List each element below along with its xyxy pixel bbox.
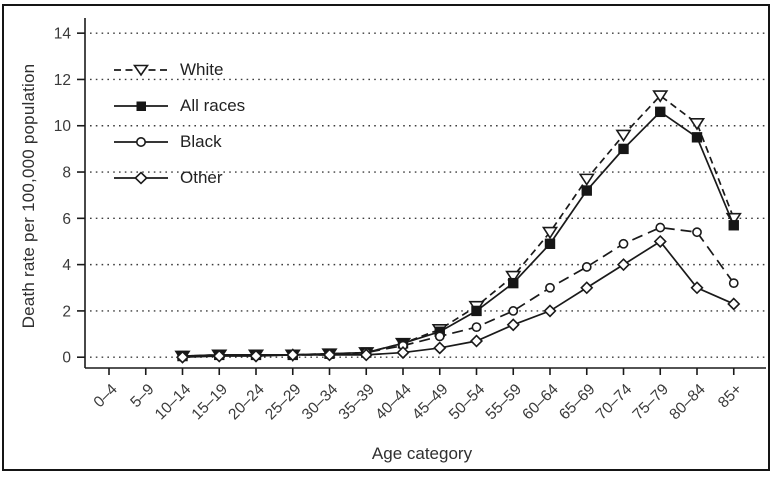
series-all-races-marker xyxy=(618,143,629,155)
series-black-marker xyxy=(655,222,666,233)
series-white-marker xyxy=(615,129,632,143)
y-tick-label: 2 xyxy=(62,303,71,320)
x-tick-label: 50–54 xyxy=(446,381,489,424)
series-black-marker xyxy=(728,278,739,289)
series-other-marker xyxy=(690,281,704,295)
x-tick-label: 15–19 xyxy=(189,381,232,424)
series-black-marker xyxy=(471,322,482,333)
y-tick-label: 14 xyxy=(54,26,72,43)
other-series-sample-icon xyxy=(114,171,168,185)
y-tick-label: 4 xyxy=(62,257,71,274)
series-other-marker xyxy=(506,318,520,332)
legend-label-other: Other xyxy=(180,168,223,187)
x-tick-label: 70–74 xyxy=(593,381,636,424)
series-white-marker xyxy=(688,118,706,131)
x-tick-label: 60–64 xyxy=(519,381,562,424)
x-tick-label: 0–4 xyxy=(91,381,122,412)
x-tick-label: 75–79 xyxy=(630,381,673,424)
y-tick-label: 10 xyxy=(54,118,72,135)
series-black-marker xyxy=(434,331,445,342)
series-all-races-marker xyxy=(655,106,666,118)
series-other-marker xyxy=(727,297,741,311)
series-line-white xyxy=(182,94,735,357)
black-series-sample-icon xyxy=(114,137,168,147)
x-tick-label: 45–49 xyxy=(409,381,452,424)
legend-item-all-races: All races xyxy=(112,88,245,124)
x-tick-label: 20–24 xyxy=(225,381,268,424)
x-tick-label: 55–59 xyxy=(483,381,526,424)
series-other-marker xyxy=(469,334,484,348)
series-other-marker xyxy=(212,349,226,363)
figure-frame xyxy=(2,4,770,471)
x-tick-label: 30–34 xyxy=(299,381,342,424)
series-other-marker xyxy=(249,349,263,363)
series-all-races-marker xyxy=(581,185,592,196)
series-other-marker xyxy=(322,348,337,362)
series-all-races-marker xyxy=(471,305,482,317)
series-other-marker xyxy=(580,281,594,295)
legend-label-black: Black xyxy=(180,132,222,151)
series-all-races-marker xyxy=(508,277,519,289)
series-black-marker xyxy=(618,238,629,249)
series-line-other xyxy=(182,240,735,359)
legend-item-black: Black xyxy=(112,124,245,160)
series-line-all-races xyxy=(182,110,735,357)
x-tick-label: 85+ xyxy=(715,381,746,412)
series-other-marker xyxy=(543,304,557,318)
series-other-marker xyxy=(359,348,373,362)
series-all-races-marker xyxy=(691,132,703,143)
series-white-marker xyxy=(541,226,559,240)
series-black-marker xyxy=(692,227,702,238)
series-white-marker xyxy=(652,90,669,103)
series-other-marker xyxy=(175,350,190,364)
x-tick-label: 65–69 xyxy=(556,381,599,424)
x-tick-label: 40–44 xyxy=(372,381,415,424)
x-axis-title: Age category xyxy=(371,444,473,463)
series-other-marker xyxy=(653,234,667,249)
y-tick-label: 8 xyxy=(62,165,71,182)
circle-marker-icon xyxy=(135,137,146,147)
series-black-marker xyxy=(508,306,519,316)
white-series-sample-icon xyxy=(114,64,168,77)
series-black-marker xyxy=(545,282,555,293)
legend-item-white: White xyxy=(112,52,245,88)
y-tick-label: 12 xyxy=(54,72,71,89)
x-tick-label: 25–29 xyxy=(262,381,305,424)
x-tick-label: 10–14 xyxy=(152,381,195,424)
all-races-series-sample-icon xyxy=(114,101,168,111)
y-tick-label: 6 xyxy=(62,211,71,228)
series-white-marker xyxy=(505,270,522,284)
legend-label-white: White xyxy=(180,60,224,79)
legend-label-all-races: All races xyxy=(180,96,246,115)
triangle-down-marker-icon xyxy=(132,64,150,77)
diamond-marker-icon xyxy=(134,171,148,185)
series-all-races-marker xyxy=(544,238,556,249)
series-other-marker xyxy=(286,348,300,362)
x-tick-label: 80–84 xyxy=(666,381,709,424)
series-white-marker xyxy=(578,173,595,187)
square-marker-icon xyxy=(136,101,146,111)
series-other-marker xyxy=(396,346,410,360)
series-black-marker xyxy=(581,262,592,272)
y-axis-title: Death rate per 100,000 population xyxy=(19,63,38,329)
x-tick-label: 35–39 xyxy=(336,381,379,424)
series-all-races-marker xyxy=(728,220,739,231)
series-other-marker xyxy=(616,258,631,272)
series-other-marker xyxy=(433,341,447,355)
legend-item-other: Other xyxy=(112,160,245,196)
x-tick-label: 5–9 xyxy=(127,381,157,411)
legend: White All races Black Other xyxy=(112,52,245,196)
y-tick-label: 0 xyxy=(62,350,71,367)
